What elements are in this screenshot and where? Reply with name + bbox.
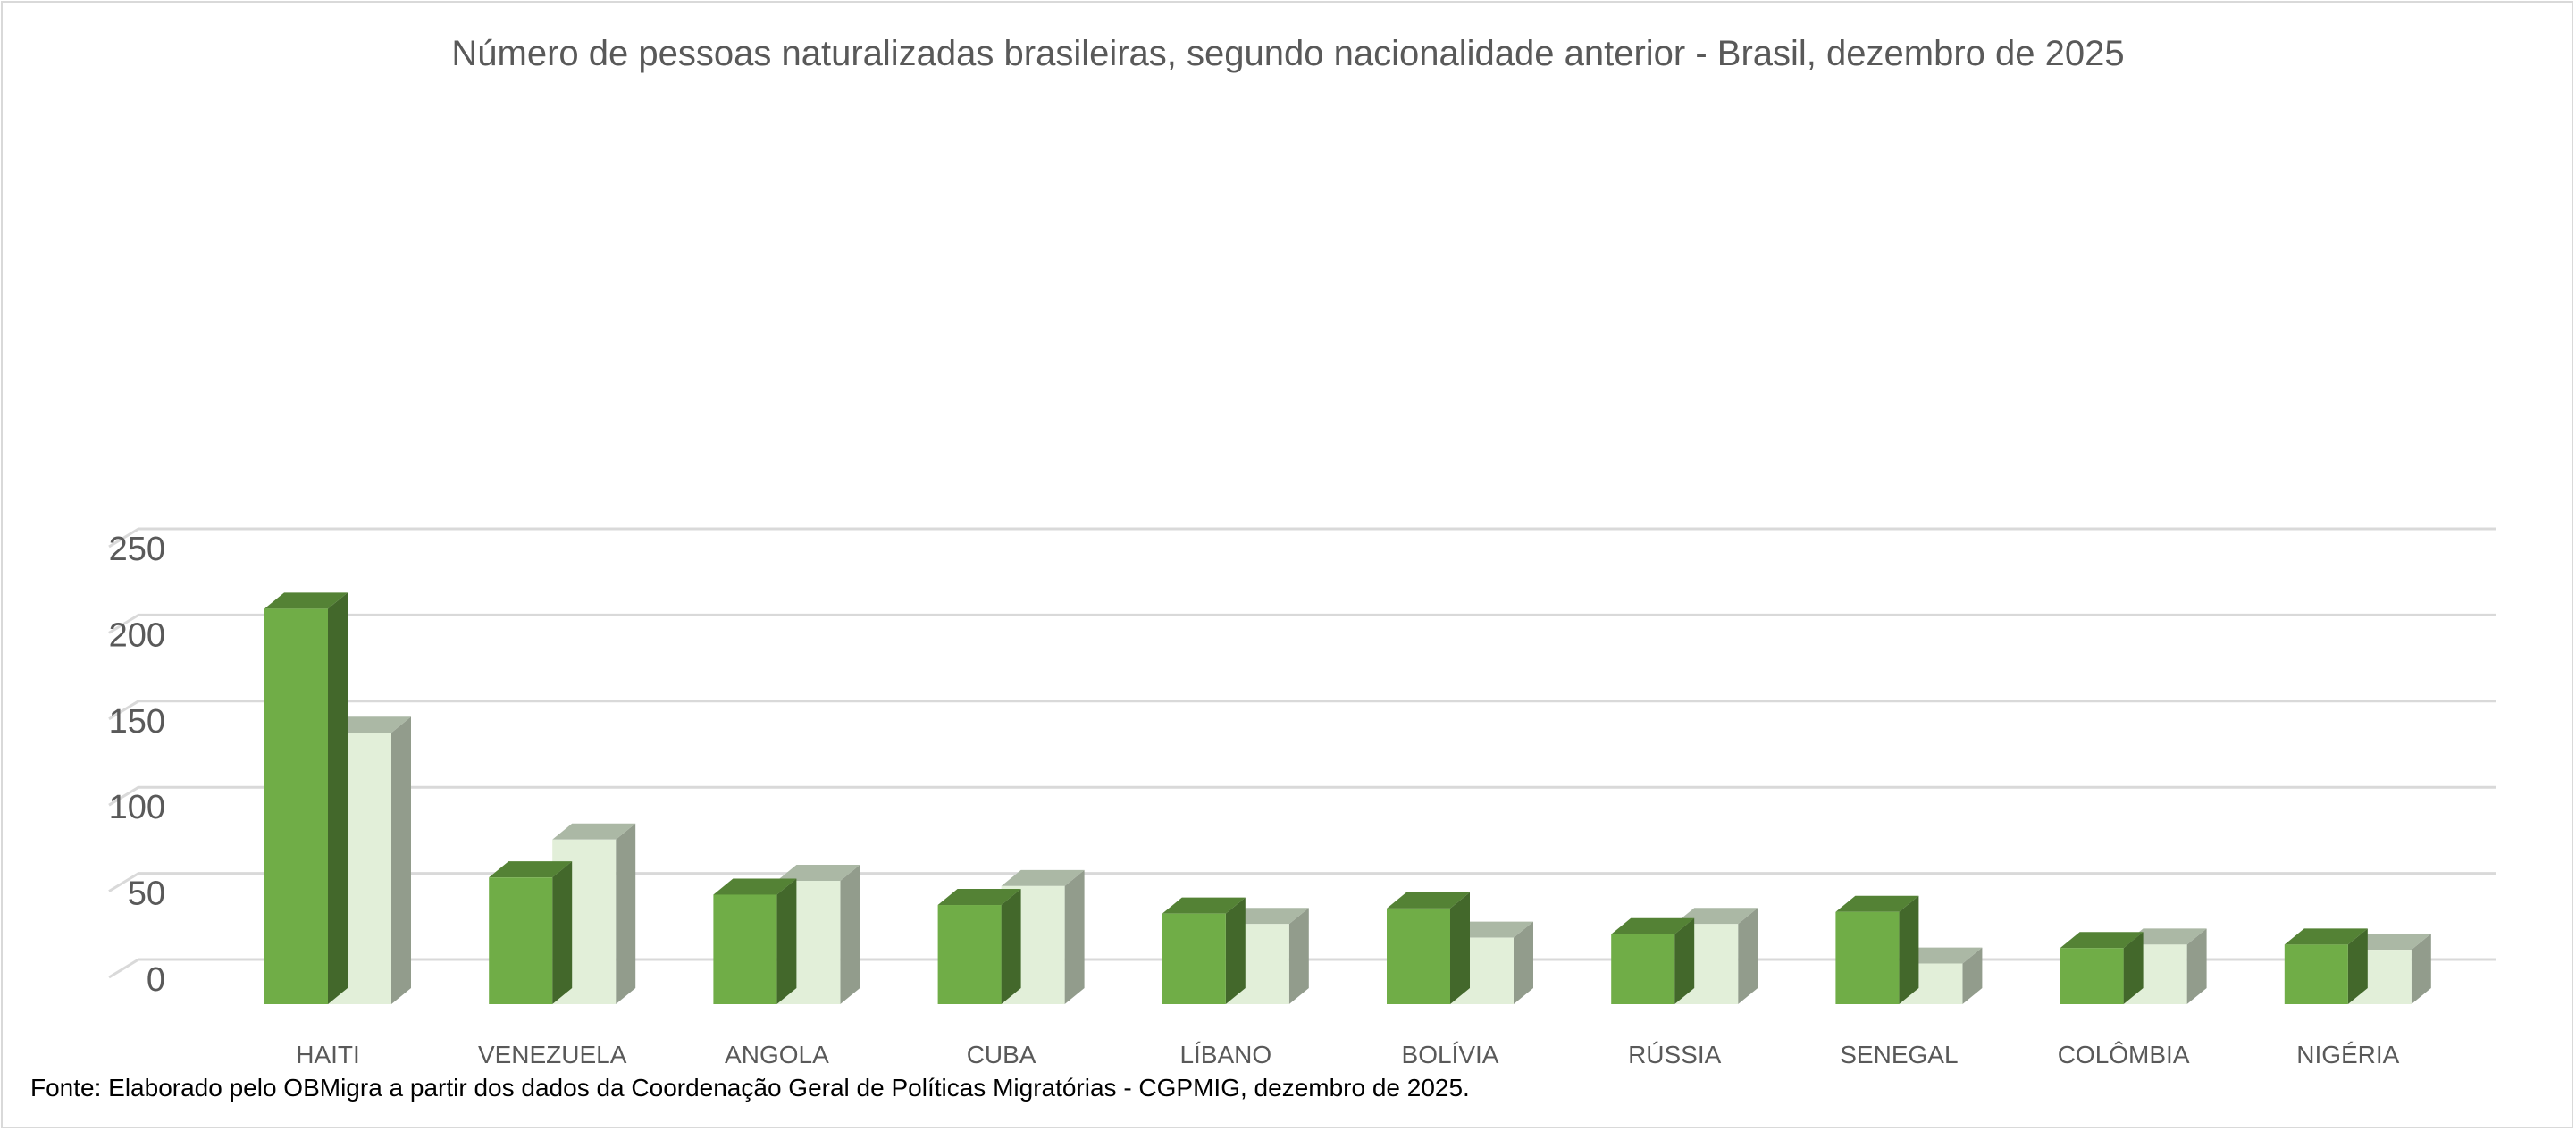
bar-side — [391, 716, 411, 1004]
bar-side — [552, 861, 573, 1004]
bar-side — [1738, 908, 1758, 1004]
bar-top — [2060, 932, 2144, 949]
bar — [1387, 908, 1450, 1004]
chart-source: Fonte: Elaborado pelo OBMigra a partir d… — [30, 1074, 1470, 1102]
bar-side — [2123, 932, 2144, 1004]
bar-top — [328, 716, 411, 733]
bar — [2060, 948, 2124, 1004]
bar — [713, 894, 777, 1004]
chart-title: Número de pessoas naturalizadas brasilei… — [451, 34, 2125, 73]
bar-top — [552, 823, 636, 840]
bar — [264, 608, 328, 1004]
bar-top — [2284, 928, 2368, 945]
y-tick-label: 150 — [109, 703, 165, 741]
x-tick-label: CUBA — [967, 1041, 1036, 1068]
y-tick-label: 200 — [109, 616, 165, 654]
bar-side — [1001, 889, 1021, 1004]
bar-top — [2123, 928, 2207, 945]
bar — [2284, 944, 2348, 1004]
bar — [1162, 913, 1226, 1004]
y-tick-label: 0 — [147, 961, 165, 999]
x-tick-label: BOLÍVIA — [1402, 1041, 1499, 1068]
bar-top — [713, 878, 797, 895]
x-tick-label: RÚSSIA — [1628, 1041, 1722, 1068]
gridline-diagonal — [108, 700, 139, 721]
bar-side — [1674, 917, 1695, 1004]
bar-top — [1611, 917, 1695, 934]
bar-top — [1387, 892, 1470, 909]
bar-top — [2347, 934, 2431, 951]
bar-side — [1450, 892, 1470, 1004]
x-tick-label: NIGÉRIA — [2296, 1041, 2399, 1068]
bar — [489, 877, 553, 1004]
bar-side — [776, 878, 797, 1004]
y-tick-label: 100 — [109, 789, 165, 826]
bar-side — [1899, 895, 1919, 1004]
bar-top — [1162, 897, 1246, 914]
bar-side — [2347, 928, 2368, 1004]
x-tick-label: ANGOLA — [725, 1041, 829, 1068]
y-tick-label: 50 — [128, 875, 165, 913]
gridline-diagonal — [108, 614, 139, 634]
gridline-diagonal — [108, 958, 139, 979]
x-tick-label: HAITI — [296, 1041, 360, 1068]
bar-side — [616, 823, 636, 1004]
bar-top — [1450, 921, 1533, 938]
bar-top — [1225, 908, 1309, 925]
y-tick-label: 250 — [109, 531, 165, 568]
bar-top — [1001, 869, 1085, 886]
bar-side — [1288, 908, 1309, 1004]
bar-top — [489, 861, 573, 878]
gridline-diagonal — [108, 527, 139, 549]
x-tick-label: VENEZUELA — [478, 1041, 627, 1068]
bar-side — [1514, 921, 1533, 1004]
bar-side — [2411, 934, 2431, 1004]
bar-side — [1225, 897, 1246, 1004]
bar — [937, 905, 1002, 1004]
y-axis-ticks: 0 50 100 150 200 250 — [109, 531, 165, 999]
bar-side — [328, 592, 348, 1004]
bar-top — [1899, 947, 1983, 964]
bars — [264, 592, 2431, 1004]
x-axis-labels: HAITI VENEZUELA ANGOLA CUBA LÍBANO BOLÍVIA RÚS… — [296, 1041, 2399, 1068]
bar-top — [776, 865, 860, 882]
gridline-diagonal — [108, 785, 139, 807]
x-tick-label: COLÔMBIA — [2058, 1041, 2190, 1068]
x-tick-label: LÍBANO — [1179, 1041, 1271, 1068]
bar-top — [937, 889, 1021, 906]
bar-side — [1064, 869, 1085, 1004]
bar-side — [840, 865, 860, 1004]
bar-top — [264, 592, 348, 609]
bar — [1611, 934, 1675, 1004]
bar-top — [1835, 895, 1919, 912]
bar-top — [1674, 908, 1758, 925]
bar-side — [1962, 947, 1983, 1004]
x-tick-label: SENEGAL — [1840, 1041, 1958, 1068]
bar — [1835, 911, 1900, 1004]
gridline-diagonal — [108, 872, 139, 892]
bar-side — [2186, 928, 2207, 1004]
